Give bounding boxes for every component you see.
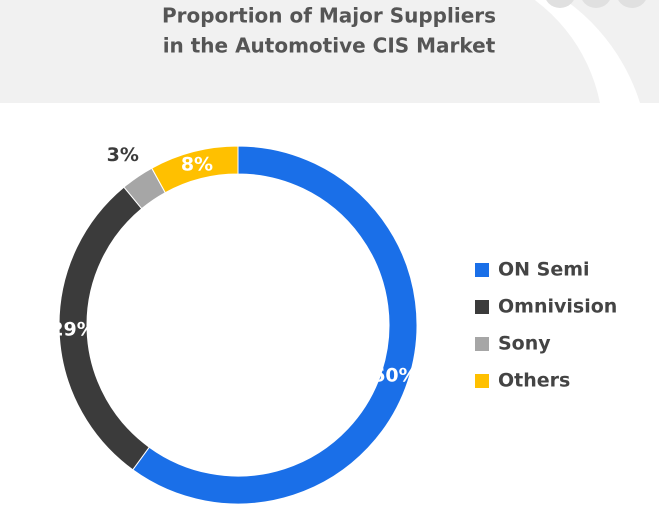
data-label: 3% (107, 144, 139, 166)
legend-swatch (475, 263, 489, 277)
donut-slice (151, 145, 239, 194)
legend-swatch (475, 300, 489, 314)
chart-title: in the Automotive CIS Market (163, 34, 496, 58)
legend-swatch (475, 374, 489, 388)
legend-swatch (475, 337, 489, 351)
decoration (546, 0, 574, 8)
donut-slice (132, 145, 418, 505)
decoration (618, 0, 646, 8)
legend-label: ON Semi (498, 259, 590, 281)
chart-title: Proportion of Major Suppliers (162, 4, 496, 28)
data-label: 60% (372, 364, 417, 386)
legend-label: Others (498, 370, 570, 392)
header-band (0, 0, 659, 103)
legend-label: Omnivision (498, 296, 617, 318)
data-label: 29% (50, 319, 95, 341)
decoration (582, 0, 610, 8)
legend-label: Sony (498, 333, 551, 355)
decoration (534, 0, 640, 103)
data-label: 8% (181, 154, 213, 176)
